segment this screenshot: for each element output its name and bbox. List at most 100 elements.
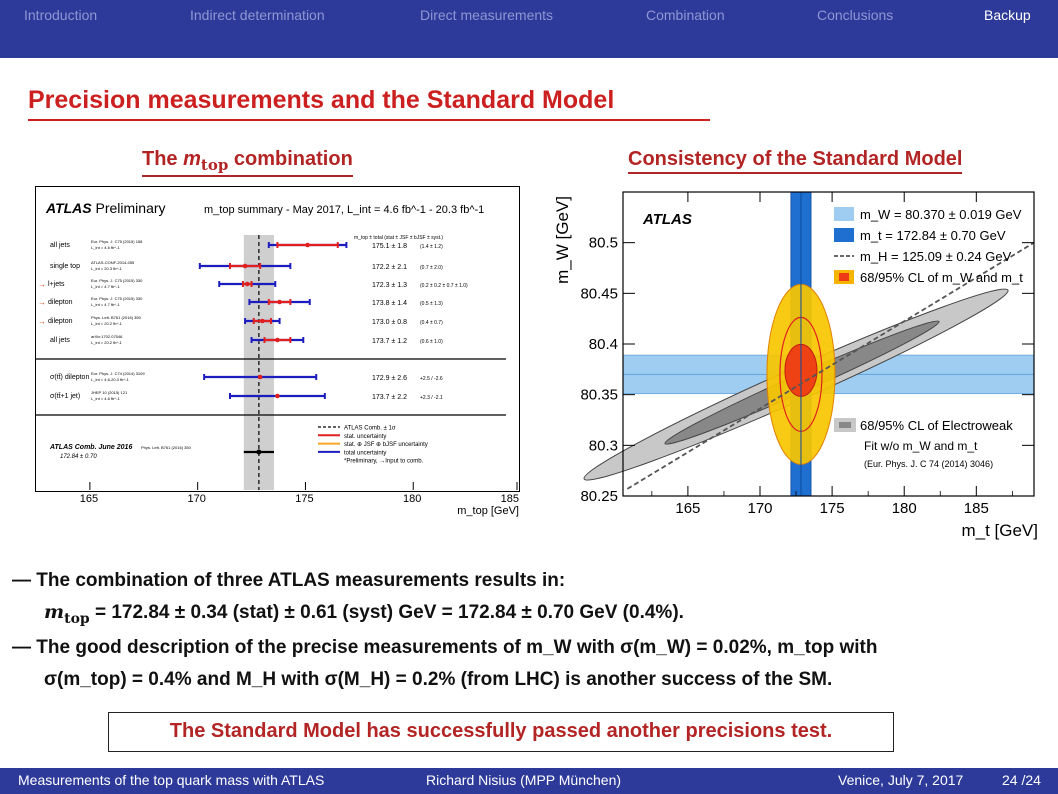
x-axis-label: m_t [GeV] — [961, 521, 1038, 540]
x-tick-label: 185 — [964, 500, 989, 517]
measurement-point — [242, 263, 248, 269]
row-label: σ(tt̄) dilepton — [50, 373, 89, 381]
x-tick-label: 175 — [820, 500, 845, 517]
row-luminosity: L_int = 4.6 fb^-1 — [91, 396, 120, 401]
left-panel-heading: The mtop combination — [142, 148, 353, 177]
row-value: 172.9 ± 2.6 — [372, 375, 407, 382]
legend-entry: total uncertainty — [344, 450, 386, 456]
legend-entry: m_t = 172.84 ± 0.70 GeV — [860, 228, 1006, 243]
measurement-point — [244, 281, 250, 287]
row-value: 173.8 ± 1.4 — [372, 300, 407, 307]
row-label: σ(tt̄+1 jet) — [50, 392, 80, 400]
y-tick-label: 80.35 — [580, 387, 618, 404]
x-tick-label: 170 — [747, 500, 772, 517]
row-detail: (0.5 ± 1.3) — [420, 301, 443, 307]
footer-venue-date: Venice, July 7, 2017 — [838, 772, 964, 788]
row-luminosity: L_int = 4.6 fb^-1 — [91, 245, 120, 250]
x-tick-label: 170 — [187, 493, 205, 505]
row-value: 175.1 ± 1.8 — [372, 243, 407, 250]
chart-subtitle: m_top summary - May 2017, L_int = 4.6 fb… — [204, 204, 484, 216]
nav-item-indirect-determination[interactable]: Indirect determination — [190, 7, 325, 23]
input-arrow-icon: → — [38, 280, 46, 289]
nav-item-backup[interactable]: Backup — [984, 7, 1031, 23]
legend-entry: m_W = 80.370 ± 0.019 GeV — [860, 207, 1022, 222]
bullet-sm-consistency: — The good description of the precise me… — [12, 637, 878, 658]
row-luminosity: L_int = 20.3 fb^-1 — [91, 266, 123, 271]
row-label: all jets — [50, 337, 70, 344]
row-detail: (0.6 ± 1.0) — [420, 339, 443, 345]
legend-entry: ATLAS Comb. ± 1σ — [344, 426, 396, 432]
row-reference: Eur. Phys. J. C75 (2015) 330 — [91, 278, 143, 283]
legend-entry: m_H = 125.09 ± 0.24 GeV — [860, 249, 1012, 264]
comb-reference: Phys. Lett. B761 (2016) 350 — [141, 445, 192, 450]
mh-dashed-line — [626, 241, 1035, 490]
row-reference: JHEP 10 (2015) 121 — [91, 390, 128, 395]
row-label: dilepton — [48, 318, 73, 325]
row-detail: (0.2 ± 0.2 ± 0.7 ± 1.0) — [420, 283, 468, 289]
row-value: 173.0 ± 0.8 — [372, 319, 407, 326]
comb-point — [256, 449, 262, 455]
row-detail: (1.4 ± 1.2) — [420, 244, 443, 250]
measurement-point — [305, 242, 310, 248]
row-reference: Eur. Phys. J. C74 (2014) 3109 — [91, 371, 145, 376]
measurement-point — [257, 374, 263, 380]
nav-item-combination[interactable]: Combination — [646, 7, 725, 23]
y-axis-label: m_W [GeV] — [553, 196, 572, 284]
chart-title: ATLAS Preliminary — [45, 200, 166, 216]
measurement-point — [275, 393, 280, 399]
top-navigation-bar: Introduction Indirect determination Dire… — [0, 0, 1058, 58]
x-tick-label: 165 — [675, 500, 700, 517]
x-tick-label: 180 — [892, 500, 917, 517]
nav-item-direct-measurements[interactable]: Direct measurements — [420, 7, 554, 23]
row-luminosity: L_int = 4.7 fb^-1 — [91, 302, 120, 307]
x-tick-label: 185 — [501, 493, 519, 505]
bullet-sm-consistency-cont: σ(m_top) = 0.4% and M_H with σ(M_H) = 0.… — [44, 669, 833, 690]
mtop-summary-x-axis: 165 170 175 180 185 m_top [GeV] — [35, 490, 520, 520]
row-detail: (0.7 ± 2.0) — [420, 265, 443, 271]
row-detail: +2.5 / -2.6 — [420, 376, 443, 382]
title-underline — [28, 119, 710, 121]
legend-entry: stat. uncertainty — [344, 434, 386, 440]
row-value: 173.7 ± 1.2 — [372, 338, 407, 345]
row-luminosity: L_int = 20.2 fb^-1 — [91, 340, 123, 345]
legend-entry: *Preliminary, →Input to comb. — [344, 459, 424, 465]
footer-talk-title: Measurements of the top quark mass with … — [18, 772, 325, 788]
legend-entry-ew-fit: Fit w/o m_W and m_t — [864, 439, 978, 453]
y-tick-label: 80.3 — [589, 437, 618, 454]
mtop-summary-chart: ATLAS Preliminary m_top summary - May 201… — [35, 186, 520, 492]
y-tick-label: 80.25 — [580, 488, 618, 505]
row-luminosity: L_int = 4.7 fb^-1 — [91, 284, 120, 289]
row-detail: (0.4 ± 0.7) — [420, 320, 443, 326]
comb-value: 172.84 ± 0.70 — [60, 454, 97, 460]
nav-item-conclusions[interactable]: Conclusions — [817, 7, 894, 23]
mtop-equation: mtop = 172.84 ± 0.34 (stat) ± 0.61 (syst… — [44, 601, 684, 627]
row-reference: Phys. Lett. B761 (2016) 350 — [91, 315, 142, 320]
footer-page-number[interactable]: 24 /24 — [1002, 772, 1041, 788]
conclusion-callout: The Standard Model has successfully pass… — [108, 712, 894, 752]
legend-entry: 68/95% CL of m_W and m_t — [860, 270, 1023, 285]
x-axis-label: m_top [GeV] — [457, 505, 519, 517]
row-reference: ATLAS-CONF-2014-055 — [91, 260, 135, 265]
x-tick-label: 165 — [80, 493, 98, 505]
legend-swatch — [834, 228, 854, 242]
x-tick-label: 180 — [403, 493, 421, 505]
y-tick-label: 80.4 — [589, 336, 618, 353]
nav-item-introduction[interactable]: Introduction — [24, 7, 98, 23]
mw-vs-mt-chart: 165 170 175 180 185 80.25 80.3 80.35 80.4 80.45 80… — [553, 191, 1038, 540]
slide-title: Precision measurements and the Standard … — [28, 86, 615, 114]
right-panel-heading: Consistency of the Standard Model — [628, 148, 963, 174]
atlas-label: ATLAS — [642, 211, 692, 228]
legend-entry-ew: 68/95% CL of Electroweak — [860, 418, 1013, 433]
row-detail: +2.3 / -2.1 — [420, 395, 443, 401]
mtop-summary-plot: ATLAS Preliminary m_top summary - May 201… — [36, 200, 518, 490]
row-value: 172.3 ± 1.3 — [372, 282, 407, 289]
input-arrow-icon: → — [38, 298, 46, 307]
row-luminosity: L_int = 4.6-20.3 fb^-1 — [91, 377, 130, 382]
legend-swatch — [834, 207, 854, 221]
y-tick-label: 80.5 — [589, 235, 618, 252]
comb-label: ATLAS Comb. June 2016 — [49, 444, 132, 451]
row-luminosity: L_int = 20.2 fb^-1 — [91, 321, 123, 326]
legend-entry-ew-ref: (Eur. Phys. J. C 74 (2014) 3046) — [864, 459, 993, 469]
row-label: dilepton — [48, 299, 73, 306]
bullet-combination: — The combination of three ATLAS measure… — [12, 570, 566, 591]
